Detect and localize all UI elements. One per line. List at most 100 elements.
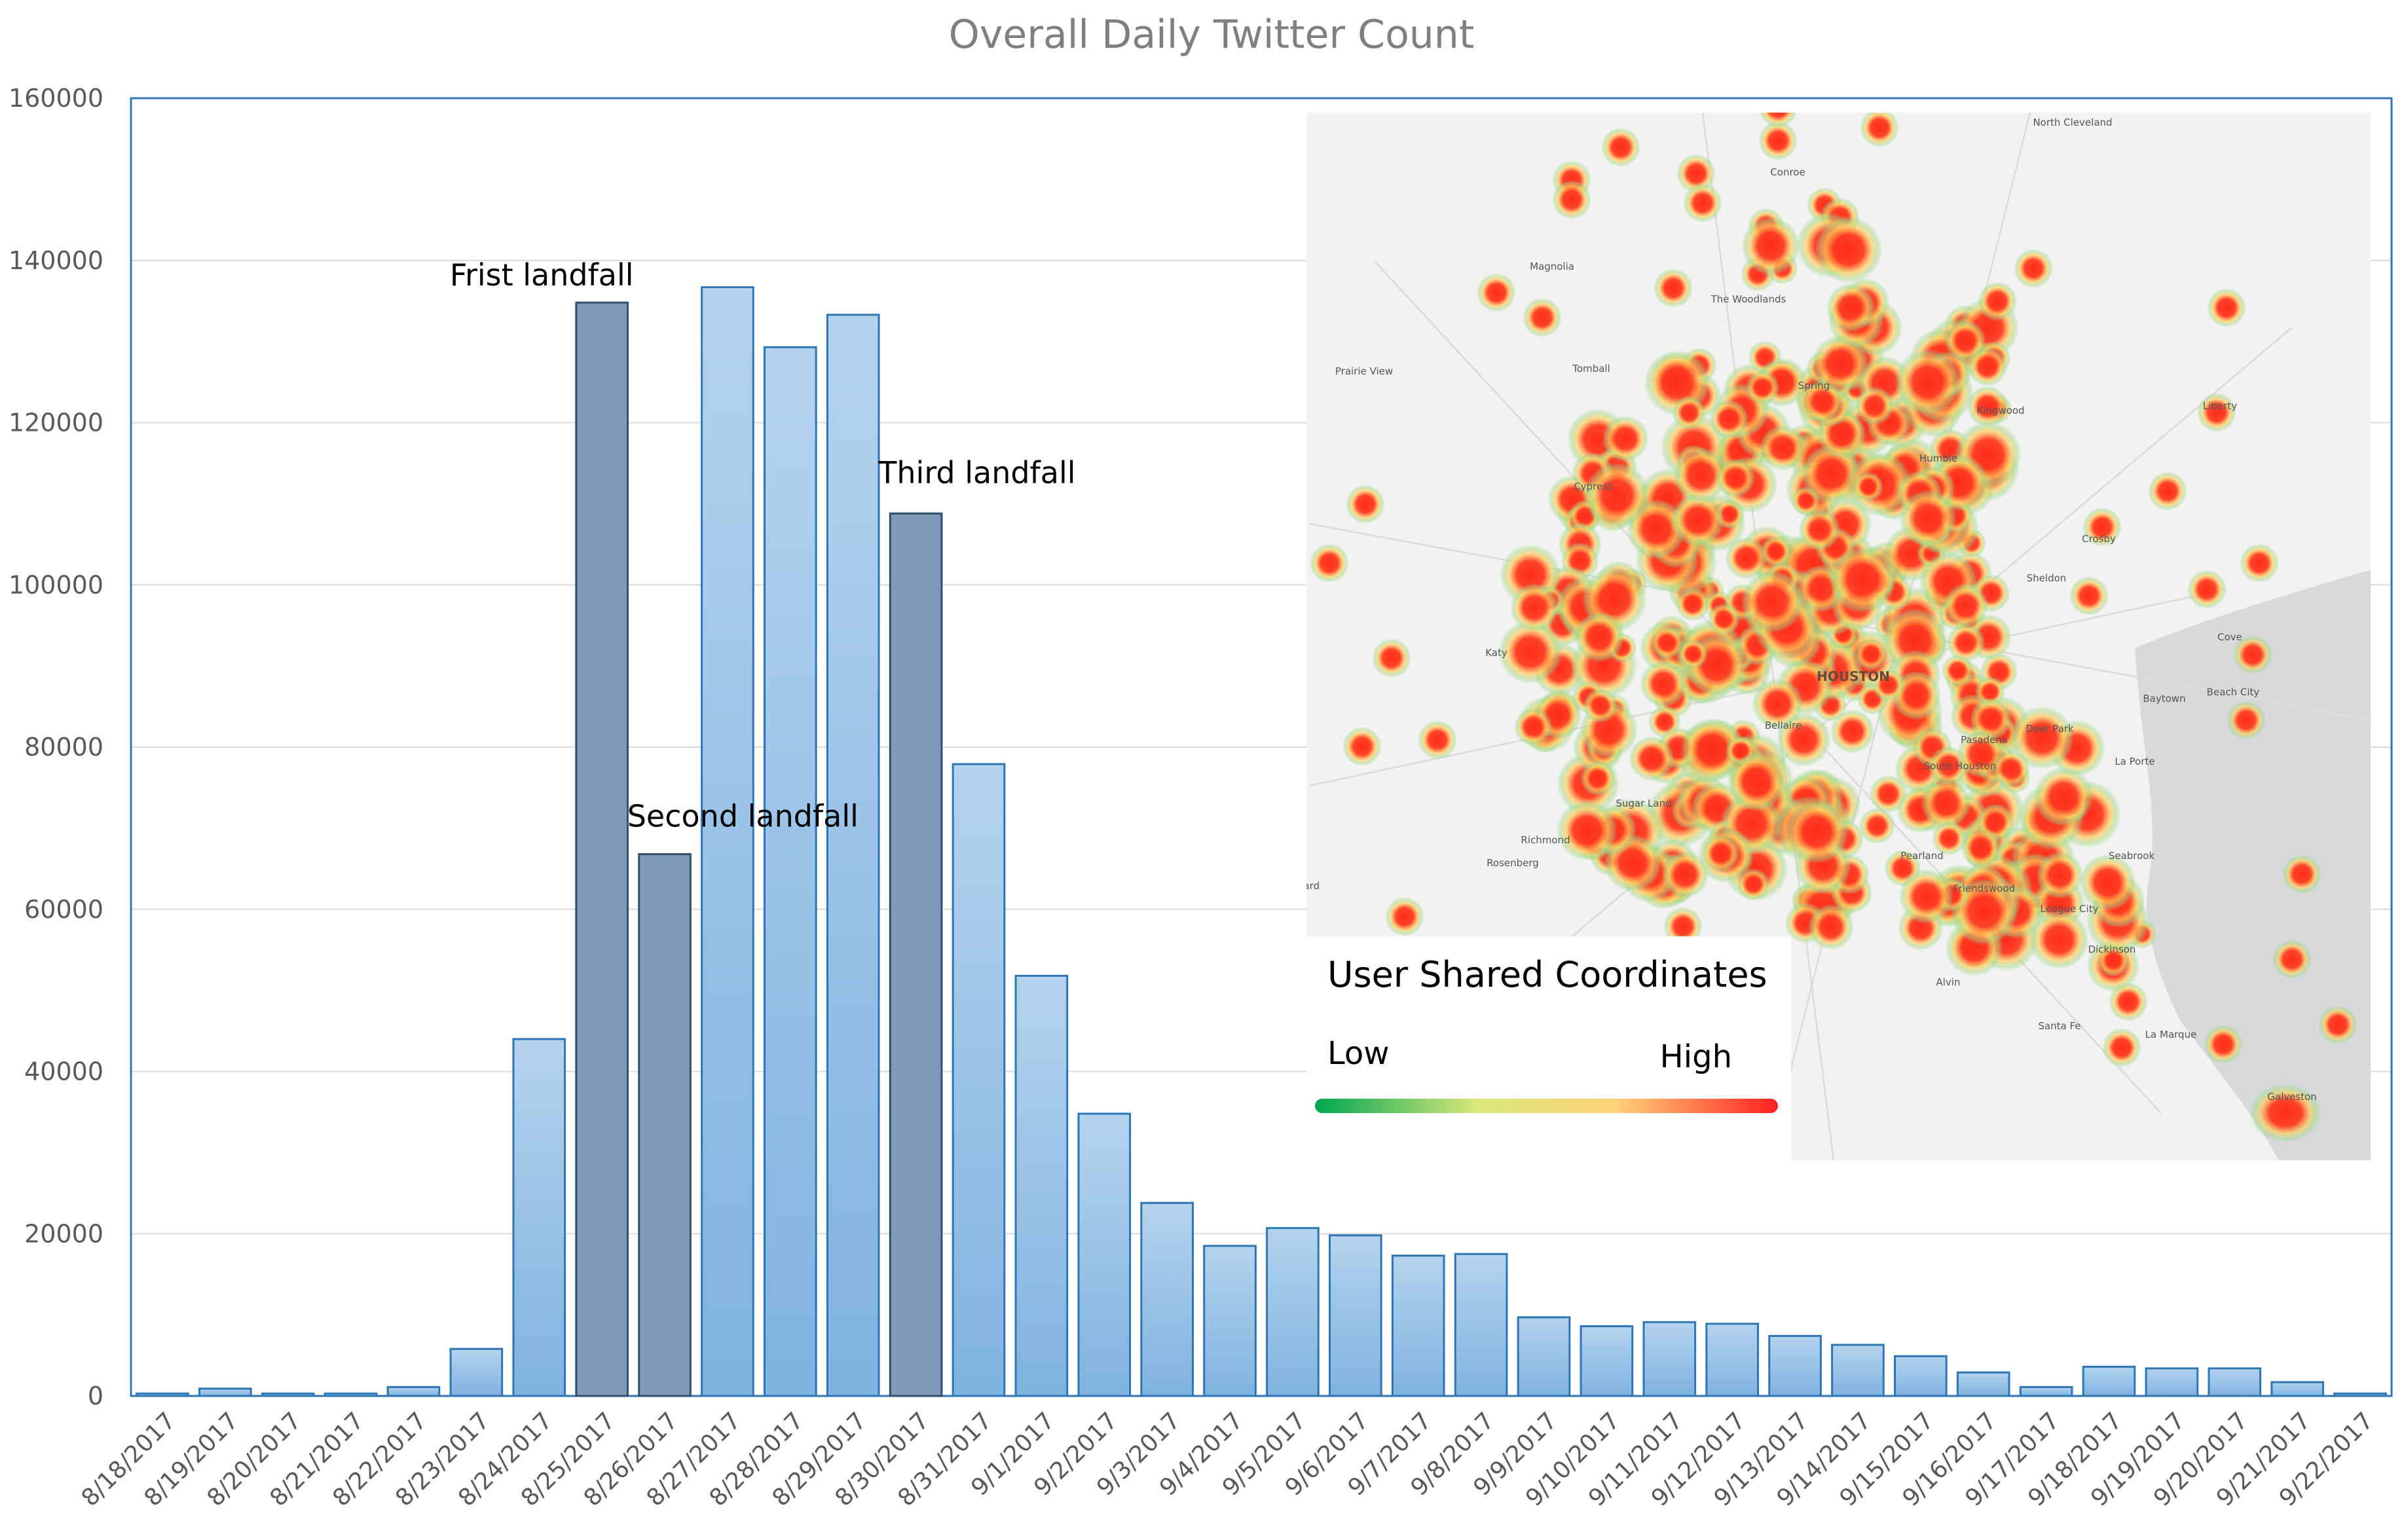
heat-spot	[1640, 660, 1687, 708]
heat-spot	[1855, 638, 1887, 670]
map-place-label: Deer Park	[2025, 723, 2074, 735]
gridlines	[131, 259, 2392, 1235]
heat-spot	[1418, 720, 1457, 760]
map-place-label: Magnolia	[1530, 261, 1574, 272]
y-tick-label: 40000	[24, 1057, 103, 1086]
heat-spot	[1758, 121, 1798, 160]
map-place-label: Pearland	[1900, 850, 1944, 862]
inset-map: North Cleveland Conroe Magnolia The Woodlan…	[1293, 113, 2371, 1160]
heat-spot	[1869, 775, 1908, 813]
heat-spot	[1807, 904, 1854, 950]
map-place-label: Alvin	[1936, 976, 1961, 988]
map-place-label: Tomball	[1572, 363, 1610, 375]
map-place-label: Katy	[1485, 647, 1507, 659]
heat-spot	[1602, 415, 1649, 462]
heat-spot	[1661, 851, 1709, 898]
map-place-label: Galveston	[2267, 1091, 2316, 1103]
bar-9-8-2017	[1454, 1253, 1508, 1397]
map-place-label: Bellaire	[1765, 720, 1802, 731]
bar-9-4-2017	[1203, 1245, 1257, 1397]
heat-spot	[1895, 348, 1961, 415]
heat-spot	[2227, 701, 2266, 740]
heat-spot	[1855, 386, 1894, 426]
bar-8-31-2017	[952, 763, 1006, 1397]
bar-9-19-2017	[2145, 1367, 2199, 1397]
heat-spot	[1811, 335, 1868, 392]
heat-spot	[1741, 570, 1804, 633]
heat-spot	[1574, 612, 1625, 663]
map-place-label: Friendswood	[1953, 883, 2015, 894]
heat-spot	[1673, 447, 1729, 504]
bar-9-12-2017	[1705, 1323, 1759, 1397]
heat-spot	[1943, 583, 1989, 629]
map-place-label: Richmond	[1521, 834, 1570, 846]
map-place-label: HOUSTON	[1817, 669, 1890, 684]
map-place-label: rnard	[1293, 880, 1320, 892]
map-place-label: La Marque	[2145, 1029, 2197, 1040]
heat-spot	[1671, 493, 1725, 547]
bar-9-16-2017	[1956, 1371, 2010, 1397]
heat-spot	[1898, 869, 1954, 924]
bar-9-7-2017	[1391, 1255, 1445, 1397]
heat-spot	[1702, 834, 1740, 872]
heat-spot	[1676, 154, 1716, 193]
heat-spot	[1580, 761, 1616, 796]
y-tick-label: 140000	[9, 246, 103, 275]
legend-low-label: Low	[1327, 1035, 1390, 1072]
heat-spots	[1310, 113, 2358, 1143]
map-place-label: Rosenberg	[1487, 857, 1539, 869]
heat-spot	[1737, 868, 1770, 901]
bar-9-14-2017	[1831, 1344, 1885, 1397]
heat-spot	[1752, 678, 1803, 729]
y-tick-label: 0	[88, 1382, 103, 1410]
y-tick-label: 100000	[9, 570, 103, 599]
heat-spot	[1678, 639, 1708, 669]
y-axis-ticks: 0 20000 40000 60000 80000 100000 120000 140000 1…	[9, 84, 103, 1410]
heat-spot	[1583, 688, 1618, 723]
bar-9-15-2017	[1894, 1355, 1948, 1397]
heat-spot	[1310, 543, 1349, 583]
heat-spot	[2187, 570, 2227, 609]
heat-spot	[2102, 1028, 2141, 1067]
bar-9-18-2017	[2082, 1365, 2136, 1397]
heat-spot	[2079, 854, 2136, 911]
bar-8-18-2017	[136, 1392, 189, 1397]
bar-9-22-2017	[2333, 1392, 2387, 1397]
heat-spot	[1601, 128, 1640, 167]
heat-spot	[2082, 507, 2122, 547]
heat-spot	[1941, 654, 1974, 687]
legend-title: User Shared Coordinates	[1327, 954, 1767, 995]
bar-9-17-2017	[2019, 1385, 2073, 1397]
heat-spot	[1801, 443, 1862, 505]
bar-8-27-2017	[701, 286, 754, 1397]
map-place-label: Prairie View	[1335, 365, 1393, 377]
heat-spot	[1583, 462, 1650, 529]
heat-spot	[1776, 712, 1831, 767]
heat-spot	[1758, 113, 1798, 128]
map-bay	[2181, 786, 2272, 962]
map-place-label: North Cleveland	[2033, 117, 2112, 128]
heat-spot	[2148, 471, 2187, 511]
map-place-label: The Woodlands	[1711, 293, 1786, 305]
bar-9-9-2017	[1517, 1316, 1571, 1397]
bar-9-5-2017	[1266, 1227, 1320, 1397]
bar-9-3-2017	[1140, 1201, 1194, 1397]
heat-spot	[1745, 370, 1780, 405]
x-axis-ticks: 8/18/20178/19/20178/20/20178/21/20178/22…	[77, 1407, 2379, 1512]
map-place-label: South Houston	[1924, 760, 1997, 772]
heat-spot	[1741, 216, 1800, 276]
heat-spot	[1650, 626, 1684, 659]
heat-spot	[1654, 268, 1693, 308]
heat-spot	[1853, 471, 1883, 502]
annotation-label: Second landfall	[627, 799, 859, 834]
map-place-label: League City	[2041, 903, 2099, 915]
bar-8-30-2017	[889, 512, 943, 1397]
bar-8-19-2017	[198, 1387, 252, 1397]
map-place-label: Spring	[1798, 380, 1830, 392]
bar-8-24-2017	[512, 1038, 566, 1397]
map-place-label: Cove	[2217, 631, 2242, 643]
heat-spot	[2014, 249, 2053, 288]
heat-spot	[1727, 752, 1786, 811]
bars: Frist landfall Second landfall Third landf…	[136, 257, 2387, 1397]
heat-spot	[1477, 273, 1516, 312]
